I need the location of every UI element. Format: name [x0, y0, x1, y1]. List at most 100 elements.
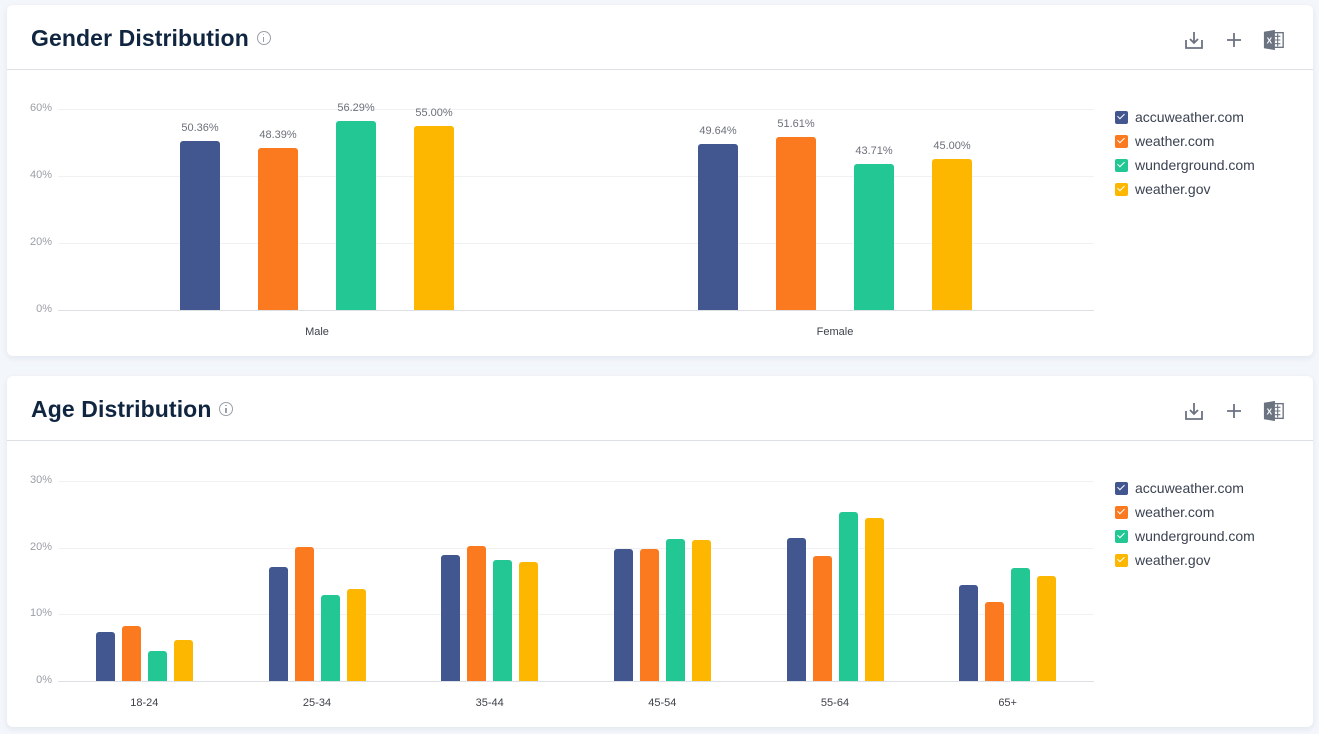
title-text: Age Distribution	[31, 396, 212, 422]
x-axis-label: 45-54	[648, 697, 677, 709]
gridline	[58, 614, 1094, 616]
bar-wunderground-com-45-54[interactable]	[665, 539, 685, 681]
checkbox-icon	[1115, 182, 1128, 196]
bar-accuweather-com-35-44[interactable]	[441, 555, 461, 681]
gridline	[58, 310, 1094, 311]
bar-wunderground-com-35-44[interactable]	[493, 560, 513, 681]
info-icon[interactable]	[219, 401, 234, 416]
bar-wunderground-com-55-64[interactable]	[838, 511, 858, 681]
bar-accuweather-com-65+[interactable]	[959, 585, 979, 681]
x-axis-label: 65+	[998, 697, 1017, 709]
bar-weather-com-55-64[interactable]	[812, 556, 832, 681]
y-tick-label: 20%	[29, 236, 52, 248]
bar-weather-com-18-24[interactable]	[121, 626, 141, 681]
bar-wunderground-com-Female[interactable]	[854, 163, 894, 310]
legend-item-accuweather-com[interactable]: accuweather.com	[1115, 105, 1255, 129]
legend-item-weather-com[interactable]: weather.com	[1115, 129, 1255, 153]
legend-label: weather.gov	[1135, 552, 1211, 568]
excel-icon: X	[1263, 400, 1284, 422]
y-tick-label: 20%	[29, 540, 52, 553]
bar-value-label: 48.39%	[259, 128, 297, 141]
download-icon	[1185, 403, 1203, 420]
bar-weather-gov-Male[interactable]	[414, 125, 454, 310]
bar-weather-com-25-34[interactable]	[294, 547, 314, 681]
card-title: Age Distribution	[31, 396, 234, 423]
bar-weather-gov-Female[interactable]	[932, 159, 972, 310]
bar-wunderground-com-18-24[interactable]	[147, 651, 167, 681]
gridline	[58, 109, 1094, 110]
chart-legend: accuweather.com weather.com wunderground.c…	[1115, 105, 1255, 201]
bar-wunderground-com-Male[interactable]	[336, 121, 376, 310]
legend-label: accuweather.com	[1135, 480, 1244, 496]
legend-item-accuweather-com[interactable]: accuweather.com	[1115, 476, 1255, 500]
legend-label: weather.com	[1135, 133, 1215, 149]
gender-distribution-card: Gender Distribution X 60% 40% 20% 0% 50.36% 4…	[7, 5, 1313, 356]
legend-label: wunderground.com	[1135, 528, 1255, 544]
plus-icon	[1227, 404, 1241, 418]
bar-weather-gov-45-54[interactable]	[691, 540, 711, 681]
x-axis-label: Female	[816, 326, 854, 338]
bar-weather-gov-35-44[interactable]	[519, 562, 539, 681]
bar-weather-com-Male[interactable]	[258, 147, 298, 310]
card-header: Age Distribution X	[7, 376, 1313, 441]
card-title: Gender Distribution	[31, 25, 271, 52]
bar-weather-gov-55-64[interactable]	[864, 518, 884, 681]
add-button[interactable]	[1223, 400, 1245, 422]
checkbox-icon	[1115, 481, 1128, 495]
age-distribution-card: Age Distribution X 30% 20% 10% 0% 18-24 25-34…	[7, 376, 1313, 727]
info-icon[interactable]	[256, 30, 271, 45]
bar-value-label: 51.61%	[777, 118, 815, 131]
bar-value-label: 45.00%	[933, 140, 971, 153]
checkbox-icon	[1115, 158, 1128, 172]
y-tick-label: 0%	[36, 303, 52, 315]
legend-item-weather-gov[interactable]: weather.gov	[1115, 548, 1255, 572]
legend-item-wunderground-com[interactable]: wunderground.com	[1115, 153, 1255, 177]
bar-value-label: 49.64%	[699, 124, 737, 137]
svg-text:X: X	[1267, 408, 1273, 417]
excel-export-button[interactable]: X	[1263, 400, 1285, 422]
checkbox-icon	[1115, 553, 1128, 567]
bar-accuweather-com-Female[interactable]	[698, 143, 738, 310]
bar-accuweather-com-Male[interactable]	[180, 141, 220, 310]
add-button[interactable]	[1223, 29, 1245, 51]
checkbox-icon	[1115, 505, 1128, 519]
legend-item-weather-gov[interactable]: weather.gov	[1115, 177, 1255, 201]
toolbar: X	[1183, 400, 1285, 422]
excel-export-button[interactable]: X	[1263, 29, 1285, 51]
toolbar: X	[1183, 29, 1285, 51]
bar-accuweather-com-55-64[interactable]	[786, 538, 806, 681]
legend-item-weather-com[interactable]: weather.com	[1115, 500, 1255, 524]
legend-label: weather.com	[1135, 504, 1215, 520]
legend-label: wunderground.com	[1135, 157, 1255, 173]
download-button[interactable]	[1183, 29, 1205, 51]
bar-value-label: 43.71%	[855, 144, 893, 157]
bar-value-label: 56.29%	[337, 102, 375, 115]
bar-weather-gov-25-34[interactable]	[346, 589, 366, 681]
y-tick-label: 10%	[29, 607, 52, 620]
x-axis-label: Male	[305, 326, 329, 338]
download-button[interactable]	[1183, 400, 1205, 422]
gridline	[58, 681, 1094, 682]
bar-weather-com-35-44[interactable]	[467, 546, 487, 681]
y-tick-label: 40%	[29, 169, 52, 181]
card-header: Gender Distribution X	[7, 5, 1313, 70]
bar-accuweather-com-45-54[interactable]	[613, 549, 633, 681]
bar-weather-gov-65+[interactable]	[1037, 576, 1057, 681]
bar-accuweather-com-18-24[interactable]	[95, 632, 115, 681]
bar-value-label: 55.00%	[415, 106, 453, 119]
bar-weather-com-65+[interactable]	[985, 602, 1005, 681]
bar-weather-gov-18-24[interactable]	[173, 640, 193, 681]
bar-weather-com-Female[interactable]	[776, 137, 816, 310]
gridline	[58, 547, 1094, 549]
bar-weather-com-45-54[interactable]	[639, 549, 659, 681]
legend-label: accuweather.com	[1135, 109, 1244, 125]
legend-item-wunderground-com[interactable]: wunderground.com	[1115, 524, 1255, 548]
bar-accuweather-com-25-34[interactable]	[268, 567, 288, 681]
checkbox-icon	[1115, 110, 1128, 124]
gridline	[58, 243, 1094, 244]
checkbox-icon	[1115, 529, 1128, 543]
bar-wunderground-com-65+[interactable]	[1011, 568, 1031, 681]
legend-label: weather.gov	[1135, 181, 1211, 197]
bar-wunderground-com-25-34[interactable]	[320, 595, 340, 681]
gender-bar-chart: 60% 40% 20% 0% 50.36% 48.39% 56.29% 55.00% Male 4…	[7, 71, 1097, 356]
